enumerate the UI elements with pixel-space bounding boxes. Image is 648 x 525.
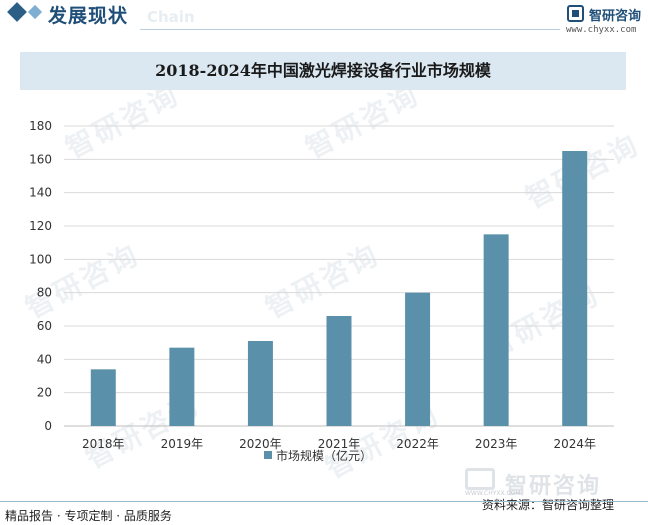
x-tick-label: 2019年 — [161, 437, 204, 451]
y-tick-label: 100 — [29, 252, 52, 266]
page-header: 发展现状 Chain 智研咨询 www.chyxx.com — [0, 0, 648, 35]
brand-logo-icon — [465, 468, 495, 490]
y-tick-label: 80 — [37, 286, 52, 300]
y-tick-label: 40 — [37, 352, 52, 366]
x-tick-label: 2022年 — [396, 437, 439, 451]
diamond-icon — [27, 4, 43, 20]
legend-swatch — [264, 451, 272, 459]
bar — [247, 341, 273, 426]
x-tick-label: 2021年 — [318, 437, 361, 451]
chart-canvas: 0 20 40 60 80 100 120 140 160 180 2018年 2019年 2020年 2… — [29, 119, 614, 463]
y-tick-label: 160 — [29, 152, 52, 166]
footer-mark-text: 智研咨询 — [505, 474, 602, 499]
bar — [90, 369, 116, 426]
legend-label: 市场规模（亿元） — [276, 448, 372, 463]
chart-title: 2018-2024年中国激光焊接设备行业市场规模 — [155, 61, 491, 80]
bar — [562, 151, 588, 426]
chart-title-bar: 2018-2024年中国激光焊接设备行业市场规模 — [20, 52, 626, 90]
y-tick-label: 180 — [29, 119, 52, 133]
bar — [326, 316, 352, 426]
y-tick-label: 120 — [29, 219, 52, 233]
footer-divider — [0, 501, 648, 502]
x-tick-label: 2020年 — [239, 437, 282, 451]
brand-logo-icon — [567, 5, 584, 22]
y-tick-label: 140 — [29, 186, 52, 200]
header-divider — [140, 29, 560, 30]
brand-logo: 智研咨询 — [567, 4, 645, 24]
bar-chart: 0 20 40 60 80 100 120 140 160 180 2018年 2019年 2020年 2… — [0, 110, 648, 480]
bar — [405, 292, 431, 426]
section-subtitle: Chain — [147, 8, 195, 26]
x-tick-label: 2024年 — [553, 437, 596, 451]
y-tick-label: 20 — [37, 386, 52, 400]
footer-tagline: 精品报告 · 专项定制 · 品质服务 — [5, 509, 172, 523]
footer-watermark-logo: 智研咨询 WWW.CHYXX.COM — [465, 468, 641, 499]
y-tick-label: 0 — [44, 419, 52, 433]
section-title: 发展现状 — [48, 5, 129, 27]
y-tick-label: 60 — [37, 319, 52, 333]
bar — [483, 234, 509, 426]
brand-url: www.chyxx.com — [566, 25, 637, 35]
x-tick-label: 2018年 — [82, 437, 125, 451]
bar — [169, 347, 195, 426]
x-tick-label: 2023年 — [475, 437, 518, 451]
brand-name: 智研咨询 — [589, 9, 642, 24]
diamond-icon — [7, 2, 27, 22]
source-note: 资料来源：智研咨询整理 — [482, 498, 615, 512]
footer-mark-sub: WWW.CHYXX.COM — [465, 490, 521, 497]
